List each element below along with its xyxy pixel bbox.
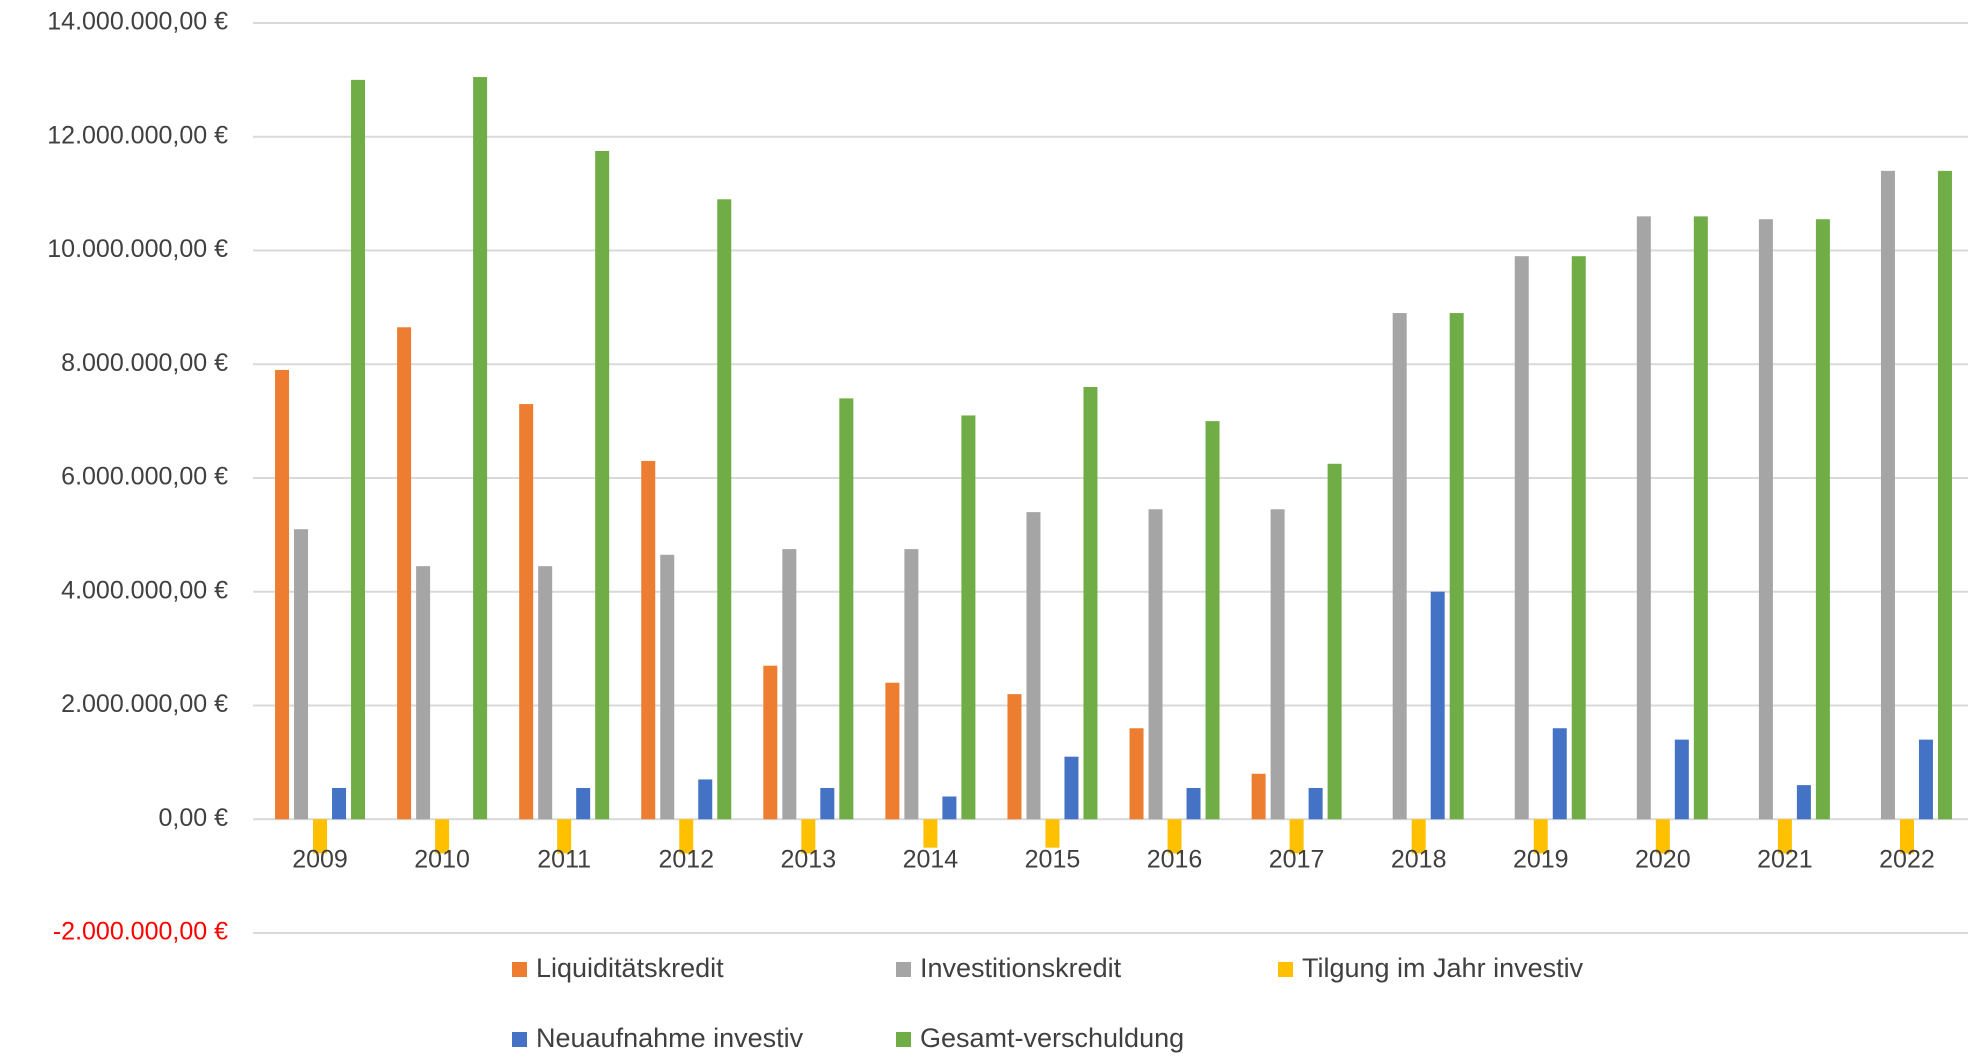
bar xyxy=(576,787,591,820)
bar xyxy=(1411,819,1426,854)
bar xyxy=(1045,819,1060,848)
bar xyxy=(717,199,732,820)
bar xyxy=(1655,819,1670,854)
legend-label: Gesamt-verschuldung xyxy=(920,1023,1184,1053)
bar xyxy=(904,549,919,820)
bar xyxy=(839,398,854,820)
bar xyxy=(1167,819,1182,854)
bar xyxy=(1899,819,1914,854)
bar xyxy=(1148,509,1163,820)
y-tick-label: 12.000.000,00 € xyxy=(47,121,228,149)
legend-label: Neuaufnahme investiv xyxy=(536,1023,804,1053)
bar xyxy=(1918,739,1933,820)
bar xyxy=(1674,739,1689,820)
bar xyxy=(1289,819,1304,854)
legend-swatch xyxy=(512,1032,527,1047)
bar xyxy=(942,796,957,820)
bar xyxy=(538,566,553,820)
bar xyxy=(698,779,713,820)
bar xyxy=(885,682,900,820)
x-tick-label: 2010 xyxy=(414,846,470,874)
bar xyxy=(595,150,610,820)
legend-swatch xyxy=(512,962,527,977)
bar xyxy=(519,404,534,820)
bar xyxy=(1327,463,1342,820)
bar xyxy=(1026,512,1041,820)
bar xyxy=(1571,256,1586,820)
x-tick-label: 2009 xyxy=(292,846,348,874)
bar xyxy=(313,819,328,854)
legend-swatch xyxy=(1278,962,1293,977)
bar xyxy=(1552,728,1567,820)
x-tick-label: 2021 xyxy=(1757,846,1813,874)
legend-swatch xyxy=(896,1032,911,1047)
y-tick-label: 4.000.000,00 € xyxy=(61,576,228,604)
bar xyxy=(1533,819,1548,854)
x-tick-label: 2016 xyxy=(1147,846,1203,874)
bar xyxy=(473,77,488,820)
legend-label: Liquiditätskredit xyxy=(536,953,724,983)
bar xyxy=(660,554,675,820)
bar xyxy=(782,549,797,820)
bar xyxy=(1270,509,1285,820)
bar xyxy=(679,819,694,854)
bar xyxy=(1777,819,1792,854)
bar xyxy=(397,327,412,820)
bar xyxy=(1693,216,1708,820)
bar xyxy=(275,369,290,820)
bar xyxy=(1083,387,1098,820)
x-tick-label: 2013 xyxy=(781,846,837,874)
bar xyxy=(961,415,976,820)
bar xyxy=(351,79,366,820)
bar xyxy=(1796,785,1811,820)
bar xyxy=(1880,170,1895,820)
y-tick-label: 6.000.000,00 € xyxy=(61,463,228,491)
y-tick-label: 0,00 € xyxy=(158,804,228,832)
bar xyxy=(820,787,835,820)
y-tick-label: 10.000.000,00 € xyxy=(47,235,228,263)
bar xyxy=(1007,694,1022,820)
bar xyxy=(763,665,778,820)
bar xyxy=(416,566,431,820)
bar xyxy=(1392,313,1407,820)
bar xyxy=(1186,787,1201,820)
x-tick-label: 2020 xyxy=(1635,846,1691,874)
bar xyxy=(1308,787,1323,820)
bar xyxy=(801,819,816,854)
x-tick-label: 2018 xyxy=(1391,846,1447,874)
bar xyxy=(332,787,347,820)
bar xyxy=(557,819,572,854)
y-tick-label: -2.000.000,00 € xyxy=(53,918,228,946)
bar xyxy=(1937,170,1952,820)
bar xyxy=(435,819,450,854)
bar xyxy=(1129,728,1144,820)
x-tick-label: 2019 xyxy=(1513,846,1569,874)
legend-label: Investitionskredit xyxy=(920,953,1122,983)
x-tick-label: 2015 xyxy=(1025,846,1081,874)
legend-swatch xyxy=(896,962,911,977)
legend-label: Tilgung im Jahr investiv xyxy=(1302,953,1584,983)
y-tick-label: 14.000.000,00 € xyxy=(47,8,228,36)
x-tick-label: 2022 xyxy=(1879,846,1935,874)
bar xyxy=(1064,756,1079,820)
bar xyxy=(641,460,656,820)
bar xyxy=(923,819,938,848)
bar xyxy=(1815,219,1830,820)
x-tick-label: 2012 xyxy=(658,846,714,874)
bar xyxy=(1636,216,1651,820)
y-tick-label: 2.000.000,00 € xyxy=(61,690,228,718)
bar xyxy=(1449,313,1464,820)
y-tick-label: 8.000.000,00 € xyxy=(61,349,228,377)
bar xyxy=(1514,256,1529,820)
bar xyxy=(1205,421,1220,820)
x-tick-label: 2014 xyxy=(903,846,959,874)
x-tick-label: 2011 xyxy=(537,846,591,874)
x-tick-label: 2017 xyxy=(1269,846,1325,874)
bar xyxy=(1251,773,1266,820)
bar xyxy=(1758,219,1773,820)
bar xyxy=(1430,591,1445,820)
bar xyxy=(294,529,309,820)
